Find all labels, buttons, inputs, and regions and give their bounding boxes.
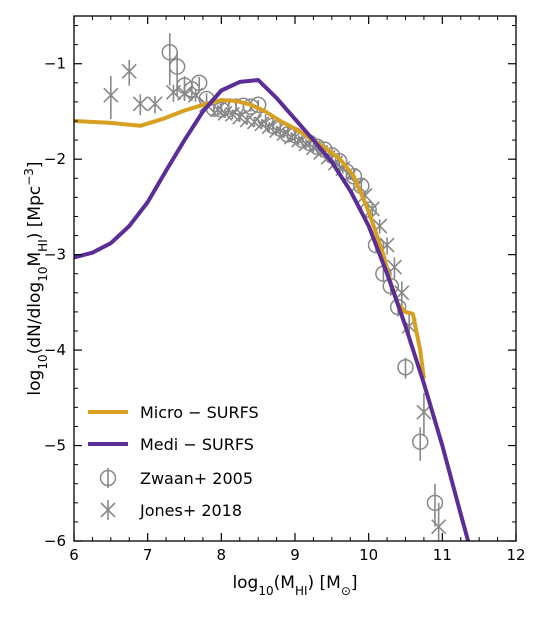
x-tick-label: 8 — [217, 546, 227, 564]
x-marker-stroke — [431, 519, 447, 535]
x-marker-stroke — [100, 502, 116, 518]
tick-labels-layer: 6 7 8 9 10 11 12 −6 −5 −4 −3 −2 −1 — [44, 55, 526, 564]
x-marker-stroke — [103, 87, 119, 103]
y-tick-label: −4 — [44, 341, 66, 359]
data-point — [426, 483, 444, 527]
y-tick-label: −6 — [44, 532, 66, 550]
series-line-1 — [74, 78, 471, 541]
data-point — [431, 502, 447, 541]
legend-entry: Micro − SURFS — [88, 403, 259, 422]
legend-entry: Medi − SURFS — [88, 435, 254, 454]
y-tick-label: −2 — [44, 150, 66, 168]
data-point — [132, 94, 148, 116]
x-marker-stroke — [246, 114, 263, 130]
legend-entry: Jones+ 2018 — [100, 500, 242, 520]
x-marker-stroke — [210, 101, 226, 118]
y-axis-title: log10(dN/dlog10MHI) [Mpc−3] — [22, 161, 50, 395]
data-point — [397, 357, 414, 379]
x-marker-stroke — [232, 109, 248, 125]
data-point — [276, 125, 292, 141]
legend-label: Medi − SURFS — [140, 435, 254, 454]
legend: Micro − SURFS Medi − SURFS Zwaan+ 2005 Jone… — [88, 403, 259, 520]
data-point — [187, 87, 204, 103]
x-marker-stroke — [224, 106, 240, 122]
x-marker-stroke — [217, 105, 233, 121]
data-point — [411, 427, 429, 461]
x-marker-stroke — [187, 87, 204, 103]
data-point — [147, 96, 163, 114]
x-axis-title: log10(MHI) [M⊙] — [232, 573, 357, 598]
circle-marker — [411, 433, 429, 450]
circle-marker — [397, 359, 414, 376]
x-marker-stroke — [357, 187, 373, 204]
data-point — [416, 393, 432, 436]
y-tick-label: −3 — [44, 246, 66, 264]
x-tick-label: 10 — [359, 546, 378, 564]
series-layer — [74, 33, 471, 541]
data-point — [210, 101, 226, 118]
x-marker-stroke — [132, 96, 148, 112]
data-point — [261, 119, 277, 135]
x-marker-stroke — [239, 112, 255, 128]
legend-label: Micro − SURFS — [140, 403, 259, 422]
legend-label: Zwaan+ 2005 — [140, 469, 253, 488]
x-tick-label: 7 — [143, 546, 153, 564]
legend-label: Jones+ 2018 — [139, 501, 242, 520]
ticks-layer — [73, 16, 517, 542]
data-point — [103, 76, 119, 120]
circle-marker — [190, 74, 208, 92]
x-marker-stroke — [121, 63, 137, 79]
data-point — [121, 59, 137, 86]
x-marker-stroke — [269, 122, 285, 139]
circle-marker — [168, 58, 186, 75]
circle-marker — [426, 494, 444, 512]
x-marker-stroke — [283, 129, 299, 145]
legend-entry: Zwaan+ 2005 — [99, 468, 253, 488]
circle-marker — [99, 469, 117, 487]
plot-area — [74, 33, 471, 541]
data-point — [190, 74, 208, 93]
x-marker-stroke — [254, 116, 270, 132]
y-tick-label: −1 — [44, 55, 66, 73]
x-tick-label: 6 — [69, 546, 79, 564]
y-tick-label: −5 — [44, 437, 66, 455]
x-marker-stroke — [147, 96, 163, 112]
x-marker-stroke — [416, 404, 432, 420]
x-tick-label: 11 — [433, 546, 452, 564]
x-marker-stroke — [261, 119, 277, 135]
x-tick-label: 12 — [506, 546, 525, 564]
x-tick-label: 9 — [290, 546, 300, 564]
x-marker-stroke — [276, 125, 292, 141]
